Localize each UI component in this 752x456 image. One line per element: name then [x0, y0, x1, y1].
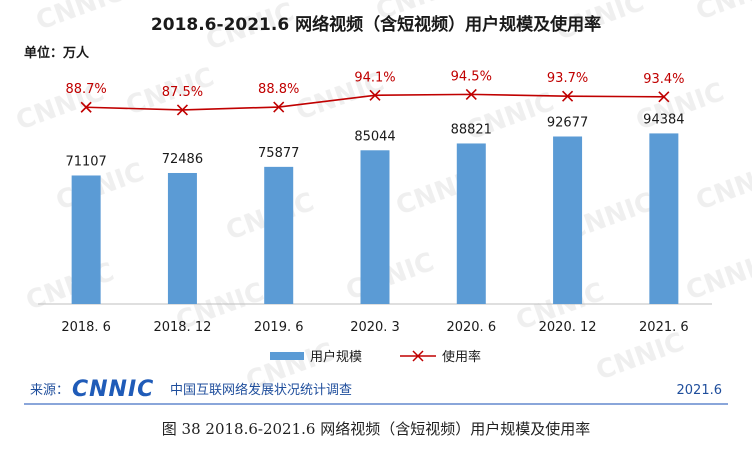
- bar: [167, 172, 197, 304]
- legend-label-rate: 使用率: [442, 349, 481, 365]
- cnnic-logo: CNNIC: [72, 377, 154, 402]
- watermark-text: CNNIC: [692, 157, 752, 216]
- rate-data-label: 88.8%: [258, 82, 299, 97]
- legend: 用户规模 使用率: [270, 349, 481, 365]
- rate-line-series: [80, 88, 670, 116]
- bar-data-label: 88821: [451, 122, 492, 137]
- rate-data-label: 93.7%: [547, 71, 588, 86]
- rate-marker: [369, 89, 381, 101]
- rate-data-labels: 88.7% 87.5% 88.8% 94.1% 94.5% 93.7% 93.4%: [65, 69, 684, 100]
- unit-label: 单位：万人: [24, 45, 90, 61]
- x-tick-label: 2020. 6: [446, 320, 496, 335]
- x-tick-label: 2018. 12: [153, 320, 211, 335]
- source-org: 中国互联网络发展状况统计调查: [170, 382, 352, 398]
- rate-marker: [176, 104, 188, 116]
- legend-label-users: 用户规模: [310, 349, 362, 365]
- rate-data-label: 93.4%: [643, 72, 684, 87]
- rate-data-label: 88.7%: [65, 82, 106, 97]
- legend-marker-cross: [412, 350, 424, 362]
- x-tick-label: 2020. 3: [350, 320, 400, 335]
- bar: [553, 136, 583, 304]
- bar-series: [71, 133, 679, 304]
- watermark-text: CNNIC: [22, 257, 118, 316]
- watermark-text: CNNIC: [342, 247, 438, 306]
- rate-marker: [465, 88, 477, 100]
- bar: [649, 133, 679, 304]
- bar-data-label: 75877: [258, 146, 299, 161]
- watermark-text: CNNIC: [32, 0, 128, 37]
- watermark-text: CNNIC: [592, 327, 688, 386]
- bar: [360, 150, 390, 304]
- x-tick-label: 2018. 6: [61, 320, 111, 335]
- source-date: 2021.6: [677, 383, 723, 398]
- rate-marker: [80, 101, 92, 113]
- legend-swatch-bar: [270, 352, 304, 360]
- bar-data-labels: 71107 72486 75877 85044 88821 92677 94384: [65, 112, 684, 169]
- bar-data-label: 92677: [547, 115, 588, 130]
- bar-data-label: 85044: [354, 129, 395, 144]
- bar: [264, 166, 294, 304]
- x-tick-label: 2019. 6: [254, 320, 304, 335]
- bar-data-label: 94384: [643, 112, 684, 127]
- x-tick-labels: 2018. 6 2018. 12 2019. 6 2020. 3 2020. 6 2020…: [61, 320, 688, 335]
- bar-data-label: 72486: [162, 152, 203, 167]
- rate-marker: [658, 91, 670, 103]
- chart-title: 2018.6-2021.6 网络视频（含短视频）用户规模及使用率: [151, 14, 601, 35]
- rate-marker: [273, 101, 285, 113]
- bar-data-label: 71107: [65, 154, 106, 169]
- source-label: 来源：: [30, 383, 69, 398]
- chart: CNNIC CNNIC CNNIC CNNIC CNNIC CNNIC CNNIC CNNIC…: [12, 0, 752, 405]
- rate-data-label: 87.5%: [162, 85, 203, 100]
- watermark-text: CNNIC: [682, 247, 752, 306]
- watermark-text: CNNIC: [692, 0, 752, 27]
- bar: [71, 175, 101, 304]
- rate-data-label: 94.1%: [354, 70, 395, 85]
- x-tick-label: 2020. 12: [539, 320, 597, 335]
- x-tick-label: 2021. 6: [639, 320, 689, 335]
- rate-marker: [562, 90, 574, 102]
- figure-caption: 图 38 2018.6-2021.6 网络视频（含短视频）用户规模及使用率: [161, 420, 591, 438]
- rate-data-label: 94.5%: [451, 69, 492, 84]
- bar: [456, 143, 486, 304]
- source-line: 来源： CNNIC 中国互联网络发展状况统计调查 2021.6: [24, 377, 728, 405]
